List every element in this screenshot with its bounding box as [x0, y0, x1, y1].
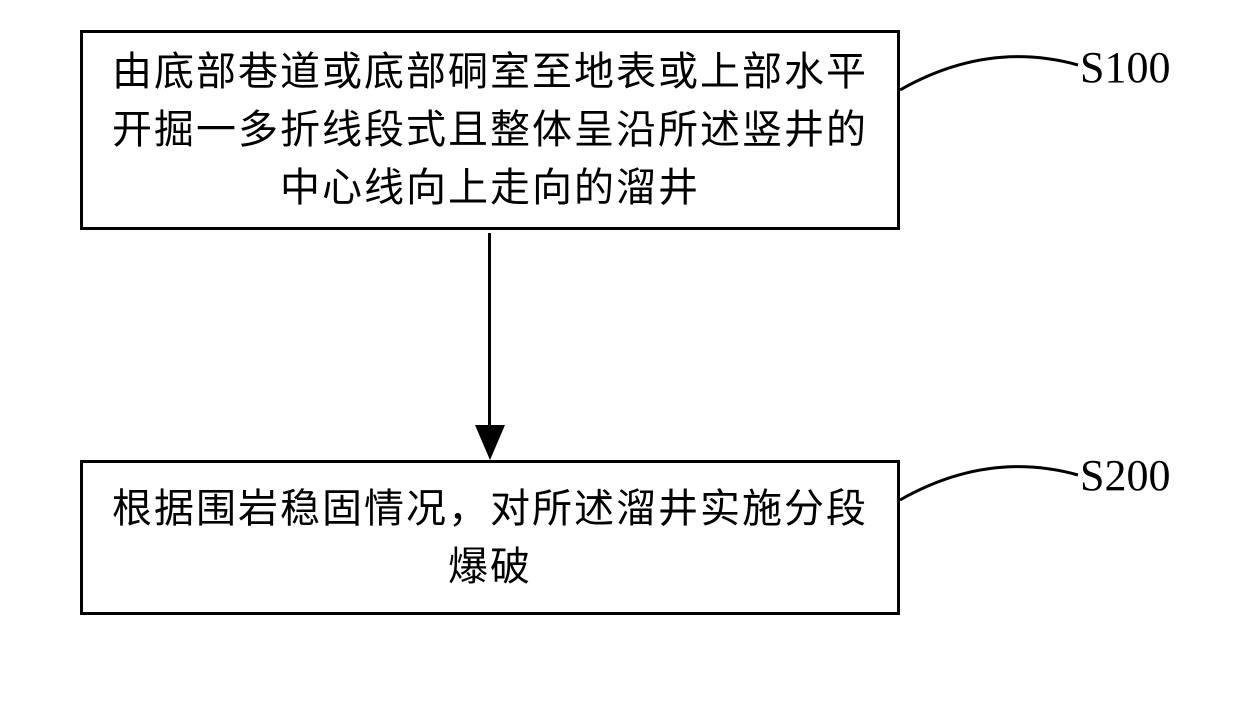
label-s200: S200 [1080, 450, 1170, 501]
arrow-head [475, 425, 505, 460]
arrow-line [488, 233, 491, 428]
box-text-s200: 根据围岩稳固情况，对所述溜井实施分段爆破 [108, 480, 872, 596]
box-text-s100: 由底部巷道或底部硐室至地表或上部水平开掘一多折线段式且整体呈沿所述竖井的中心线向… [108, 43, 872, 217]
connector-curve-s100 [898, 30, 1098, 130]
flowchart-box-s100: 由底部巷道或底部硐室至地表或上部水平开掘一多折线段式且整体呈沿所述竖井的中心线向… [80, 30, 900, 230]
label-s100: S100 [1080, 42, 1170, 93]
flowchart-box-s200: 根据围岩稳固情况，对所述溜井实施分段爆破 [80, 460, 900, 615]
connector-curve-s200 [898, 440, 1098, 540]
